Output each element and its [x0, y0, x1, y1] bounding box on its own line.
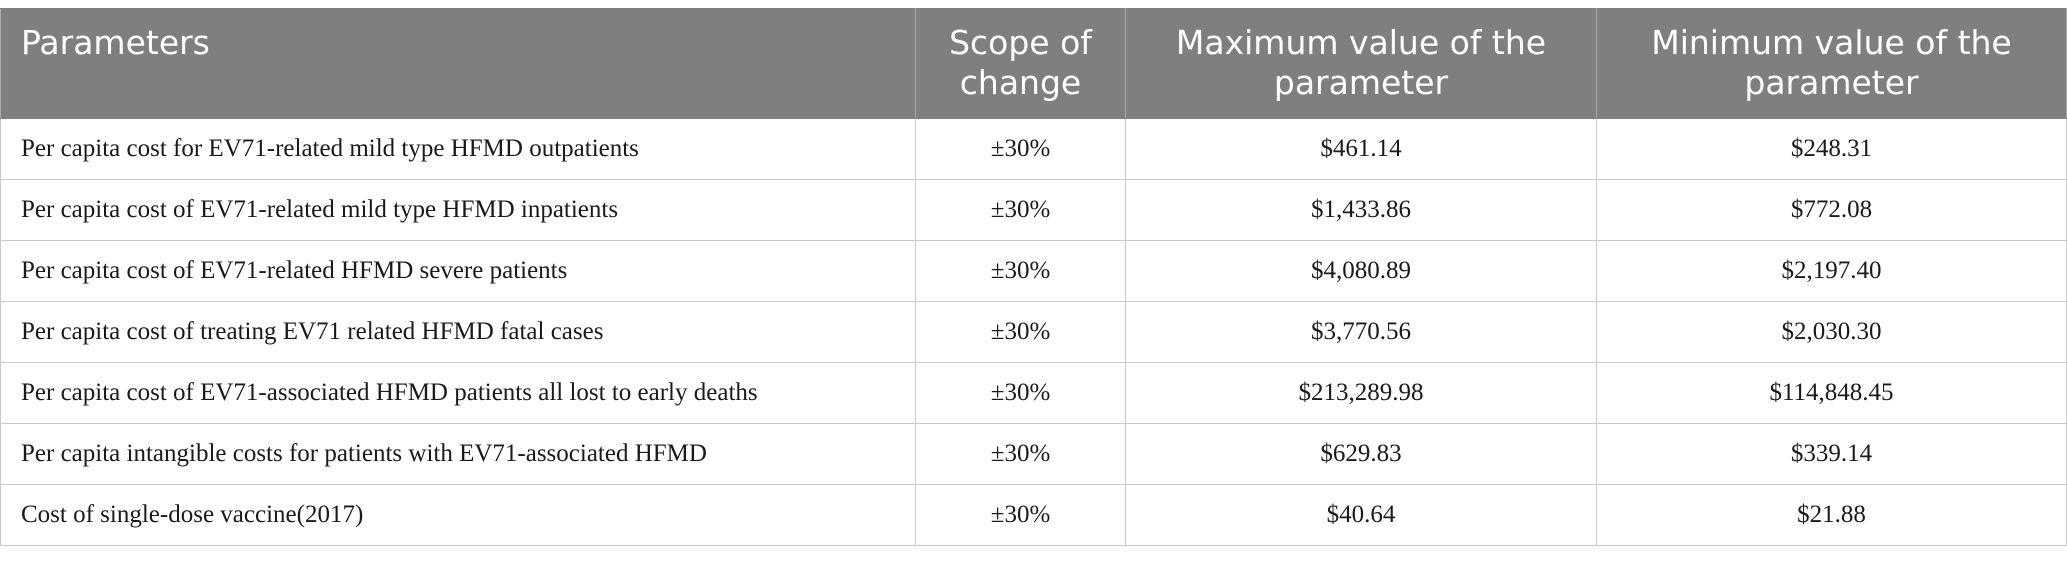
cell-minimum: $248.31 — [1596, 118, 2067, 180]
cell-scope: ±30% — [915, 423, 1126, 485]
cell-parameter: Per capita cost of EV71-related HFMD sev… — [0, 240, 916, 302]
cell-parameter: Per capita cost of EV71-related mild typ… — [0, 179, 916, 241]
cell-parameter: Cost of single-dose vaccine(2017) — [0, 484, 916, 546]
table-row: Per capita cost of EV71-associated HFMD … — [0, 362, 2067, 424]
cell-maximum: $629.83 — [1125, 423, 1597, 485]
cell-parameter: Per capita intangible costs for patients… — [0, 423, 916, 485]
table-row: Per capita intangible costs for patients… — [0, 423, 2067, 485]
cell-minimum: $772.08 — [1596, 179, 2067, 241]
parameter-table-container: Parameters Scope of change Maximum value… — [0, 8, 2067, 546]
table-row: Per capita cost of EV71-related mild typ… — [0, 179, 2067, 241]
cell-scope: ±30% — [915, 362, 1126, 424]
table-row: Cost of single-dose vaccine(2017) ±30% $… — [0, 484, 2067, 546]
cell-minimum: $114,848.45 — [1596, 362, 2067, 424]
table-row: Per capita cost of EV71-related HFMD sev… — [0, 240, 2067, 302]
cell-minimum: $21.88 — [1596, 484, 2067, 546]
cell-maximum: $40.64 — [1125, 484, 1597, 546]
cell-minimum: $2,030.30 — [1596, 301, 2067, 363]
cell-maximum: $461.14 — [1125, 118, 1597, 180]
cell-minimum: $2,197.40 — [1596, 240, 2067, 302]
cell-scope: ±30% — [915, 240, 1126, 302]
table-header: Parameters Scope of change Maximum value… — [0, 8, 2067, 119]
header-row: Parameters Scope of change Maximum value… — [0, 8, 2067, 119]
cell-parameter: Per capita cost for EV71-related mild ty… — [0, 118, 916, 180]
header-maximum-value: Maximum value of the parameter — [1125, 8, 1597, 119]
table-body: Per capita cost for EV71-related mild ty… — [0, 118, 2067, 546]
parameter-table: Parameters Scope of change Maximum value… — [0, 8, 2067, 546]
cell-maximum: $3,770.56 — [1125, 301, 1597, 363]
cell-parameter: Per capita cost of treating EV71 related… — [0, 301, 916, 363]
cell-maximum: $213,289.98 — [1125, 362, 1597, 424]
cell-scope: ±30% — [915, 179, 1126, 241]
cell-parameter: Per capita cost of EV71-associated HFMD … — [0, 362, 916, 424]
cell-scope: ±30% — [915, 484, 1126, 546]
header-minimum-value: Minimum value of the parameter — [1596, 8, 2067, 119]
table-row: Per capita cost for EV71-related mild ty… — [0, 118, 2067, 180]
cell-maximum: $4,080.89 — [1125, 240, 1597, 302]
header-parameters: Parameters — [0, 8, 916, 119]
cell-scope: ±30% — [915, 118, 1126, 180]
cell-maximum: $1,433.86 — [1125, 179, 1597, 241]
table-row: Per capita cost of treating EV71 related… — [0, 301, 2067, 363]
cell-scope: ±30% — [915, 301, 1126, 363]
header-scope-of-change: Scope of change — [915, 8, 1126, 119]
cell-minimum: $339.14 — [1596, 423, 2067, 485]
